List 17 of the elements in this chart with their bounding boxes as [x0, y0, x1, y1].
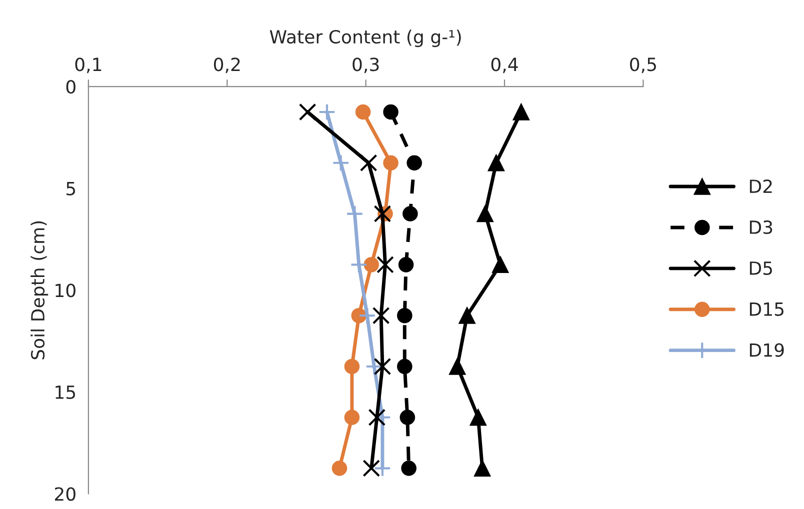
y-tick-label: 15 [56, 386, 76, 400]
x-axis-title: Water Content (g g-¹) [270, 30, 461, 48]
x-tick-label: 0,3 [352, 58, 379, 74]
x-tick-label: 0,2 [214, 58, 240, 74]
y-tick-label: 0 [66, 80, 76, 94]
y-tick-label: 10 [56, 284, 76, 298]
legend-label: D19 [750, 343, 784, 357]
x-tick-label: 0,1 [75, 58, 102, 74]
x-tick-label: 0,5 [630, 58, 656, 74]
legend-label: D5 [750, 262, 772, 276]
legend-label: D2 [750, 179, 772, 193]
y-axis-title: Soil Depth (cm) [30, 221, 48, 360]
x-tick-label: 0,4 [491, 58, 518, 74]
legend-label: D15 [750, 302, 784, 316]
y-tick-label: 20 [54, 487, 76, 501]
legend-label: D3 [750, 220, 772, 234]
y-tick-label: 5 [66, 182, 76, 196]
